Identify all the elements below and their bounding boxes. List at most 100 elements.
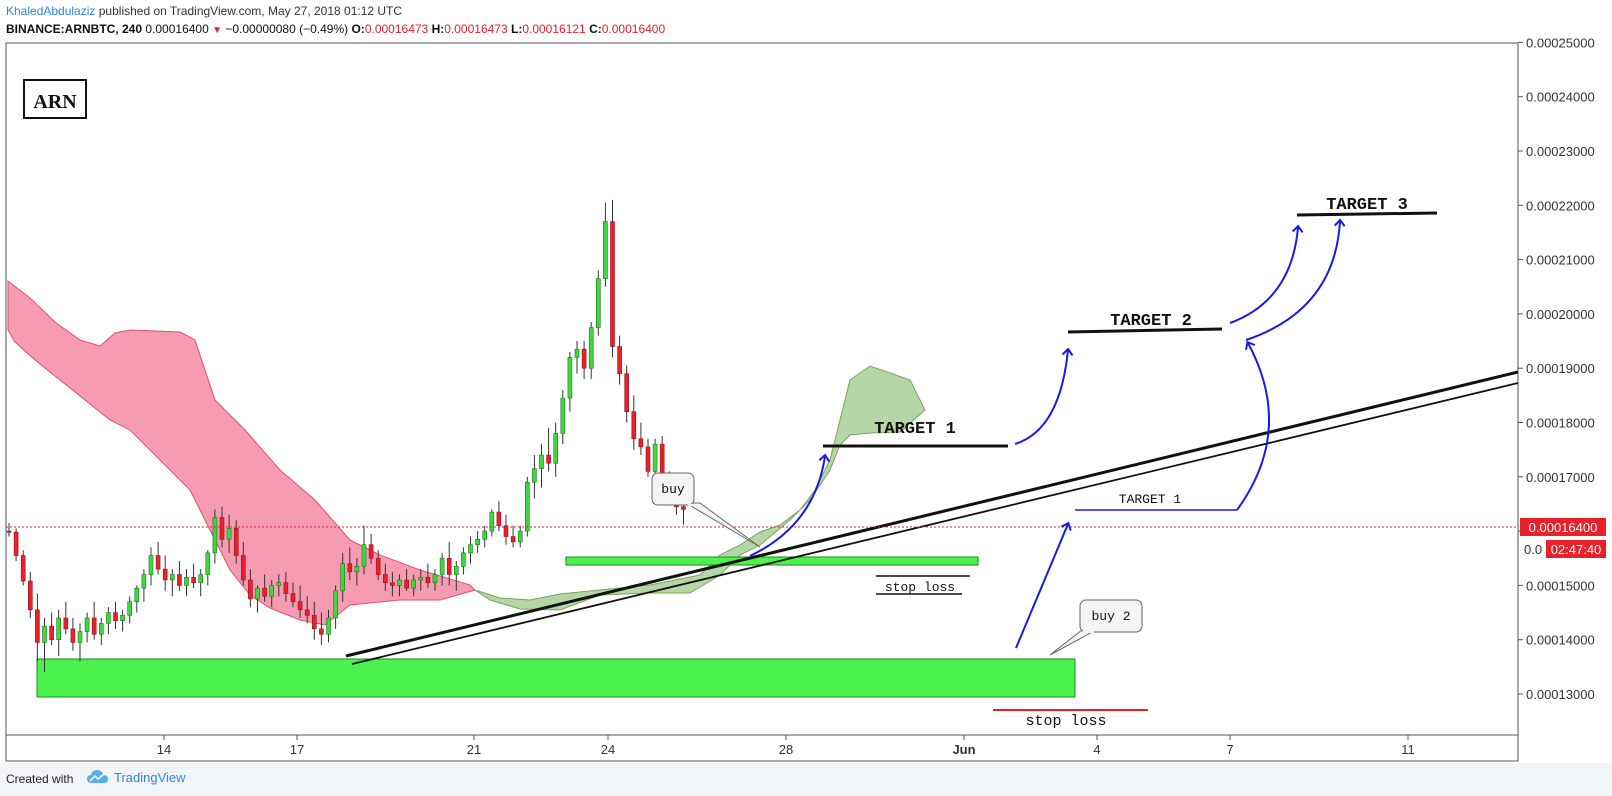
candle-bear: [290, 593, 296, 602]
candle-bull: [603, 221, 608, 279]
candle-bull: [340, 563, 346, 592]
publish-info: KhaledAbdulaziz published on TradingView…: [6, 4, 402, 18]
candle-bear: [49, 625, 54, 640]
candle-bear: [638, 438, 644, 448]
candle-bear: [510, 536, 516, 543]
low-label: L:: [510, 22, 523, 36]
target3-line[interactable]: [1296, 211, 1438, 217]
buy-zone-upper[interactable]: [565, 556, 979, 566]
candle-bull: [361, 544, 367, 567]
candle-bear: [191, 576, 196, 583]
candle-bear: [35, 609, 40, 643]
candle-bull: [255, 587, 260, 600]
candle-bear: [390, 582, 395, 586]
candle-bear: [177, 574, 182, 586]
candle-bull: [333, 590, 338, 619]
candle-bull: [595, 278, 601, 328]
candle-bear: [91, 617, 97, 635]
buy-callout[interactable]: buy: [651, 472, 761, 548]
candle-bull: [141, 574, 147, 589]
time-axis[interactable]: 14 17 21 24 28 Jun 4 7 11: [157, 735, 1415, 757]
candle-bear: [162, 568, 168, 581]
author-link[interactable]: KhaledAbdulaziz: [6, 4, 96, 18]
target3-label: TARGET 3: [1326, 196, 1408, 215]
candle-bull: [539, 454, 544, 469]
candle-bull: [106, 612, 111, 624]
candle-bull: [453, 566, 459, 575]
price-axis-partial-label: 0.0: [1524, 542, 1542, 557]
x-tick-label: 28: [779, 742, 793, 757]
candle-bear: [404, 579, 409, 589]
arrow-to-target3-a: [1229, 224, 1304, 324]
arrow-from-buy2: [1015, 521, 1072, 649]
tradingview-brand-link[interactable]: TradingView: [86, 769, 186, 785]
ohlc-legend: BINANCE:ARNBTC, 240 0.00016400 ▼ −0.0000…: [6, 22, 665, 36]
candle-bull: [517, 530, 523, 543]
candle-bear: [368, 544, 374, 559]
chart-pane[interactable]: [5, 42, 1519, 762]
price-axis[interactable]: 0.000130000.000140000.000150000.00016000…: [1518, 35, 1595, 702]
x-tick-label: 14: [157, 742, 171, 757]
candle-bear: [20, 555, 26, 582]
stop-loss-lower-label: stop loss: [1025, 713, 1106, 730]
candle-bull: [418, 576, 424, 581]
projection-arrows: [749, 218, 1346, 649]
candle-bear: [283, 582, 289, 594]
candle-bear: [262, 587, 267, 597]
down-arrow-icon: ▼: [212, 25, 223, 36]
candlestick-series: [6, 199, 686, 673]
candle-bull: [475, 538, 480, 545]
candle-bull: [127, 601, 132, 616]
x-tick-label: 7: [1226, 742, 1233, 757]
close-value: 0.00016400: [601, 22, 666, 36]
candle-bull: [439, 557, 445, 575]
footer: Created with TradingView: [0, 763, 1612, 796]
candle-bear: [233, 528, 239, 556]
x-tick-label: 17: [290, 742, 304, 757]
y-tick-label: 0.00023000: [1526, 144, 1595, 159]
buy-label: buy: [661, 482, 685, 497]
candle-bear: [645, 446, 651, 472]
candle-bull: [354, 566, 360, 573]
candle-bear: [659, 443, 665, 478]
low-value: 0.00016121: [522, 22, 586, 36]
candle-bull: [134, 587, 140, 602]
candle-bull: [411, 579, 417, 589]
candle-bull: [652, 443, 658, 472]
candle-bull: [205, 552, 211, 575]
y-tick-label: 0.00020000: [1526, 307, 1595, 322]
buy2-callout[interactable]: buy 2: [1049, 599, 1143, 656]
symbol-label[interactable]: BINANCE:ARNBTC, 240: [6, 22, 143, 36]
buy-zone-lower[interactable]: [36, 658, 1076, 698]
candle-bear: [631, 411, 637, 440]
candle-bull: [226, 528, 232, 540]
arrow-to-target2: [1014, 347, 1074, 445]
target1-lower-label: TARGET 1: [1119, 492, 1182, 507]
target2-line[interactable]: [1067, 327, 1223, 334]
y-tick-label: 0.00017000: [1526, 470, 1595, 485]
candle-bear: [297, 601, 303, 611]
candle-bull: [489, 511, 495, 532]
y-tick-label: 0.00021000: [1526, 253, 1595, 268]
candle-bear: [113, 612, 118, 621]
candle-bear: [155, 555, 161, 570]
last-price-tag-text: 0.00016400: [1529, 520, 1598, 535]
y-tick-label: 0.00022000: [1526, 198, 1595, 213]
candle-bull: [184, 576, 189, 586]
candle-bear: [311, 614, 317, 630]
trendline-upper[interactable]: [345, 370, 1519, 658]
candle-bear: [219, 517, 225, 540]
high-label: H:: [431, 22, 445, 36]
high-value: 0.00016473: [444, 22, 508, 36]
tradingview-cloud-icon: [87, 770, 108, 783]
candle-bull: [397, 579, 402, 586]
candle-bear: [610, 221, 615, 347]
x-tick-label: 11: [1401, 742, 1415, 757]
candle-bull: [269, 585, 275, 597]
trendline-lower[interactable]: [351, 382, 1519, 665]
symbol-box: ARN: [23, 79, 87, 119]
candle-bull: [532, 468, 537, 483]
candle-bear: [681, 506, 686, 510]
open-value: 0.00016473: [364, 22, 429, 36]
